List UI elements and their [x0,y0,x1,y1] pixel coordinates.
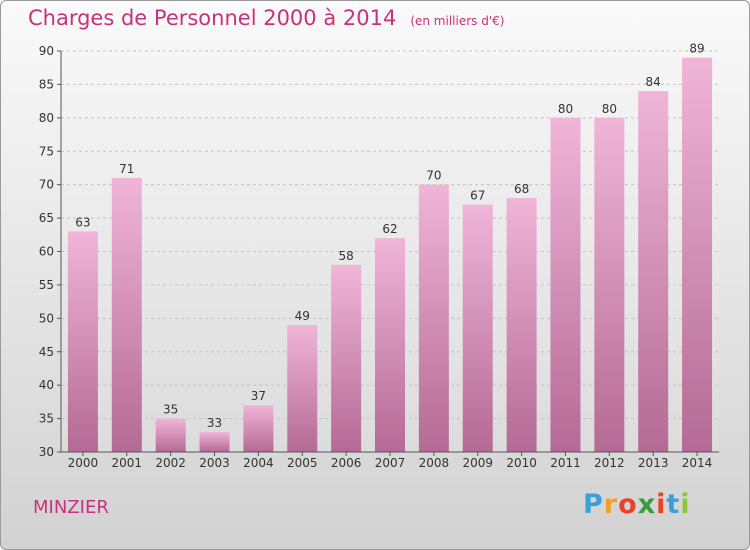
y-tick-label: 55 [39,278,54,292]
x-tick-label: 2000 [68,456,99,470]
chart-subtitle: (en milliers d'€) [410,14,505,28]
y-tick-label: 35 [39,412,54,426]
y-tick-label: 30 [39,445,54,459]
bar-value-label: 63 [75,215,90,229]
bar [375,238,405,452]
x-tick-label: 2003 [199,456,230,470]
y-tick-label: 40 [39,378,54,392]
bar-value-label: 35 [163,403,178,417]
logo-letter: P [583,489,604,520]
x-tick-label: 2001 [112,456,143,470]
logo-letter: i [656,489,667,520]
y-tick-label: 75 [39,144,54,158]
bar-value-label: 67 [470,189,485,203]
y-tick-label: 80 [39,111,54,125]
bar [155,418,186,452]
bar-value-label: 37 [251,389,266,403]
y-tick-label: 65 [39,211,54,225]
y-tick-label: 45 [39,345,54,359]
x-tick-label: 2011 [550,456,581,470]
x-tick-label: 2002 [155,456,186,470]
bar [67,231,98,452]
x-tick-label: 2012 [594,456,625,470]
x-tick-label: 2008 [419,456,450,470]
bar-value-label: 33 [207,416,222,430]
x-tick-label: 2005 [287,456,318,470]
bar [331,264,362,452]
logo-letter: t [666,489,681,520]
y-tick-label: 70 [39,178,54,192]
y-tick-label: 85 [39,77,54,91]
proxiti-logo: Proxiti [583,489,691,520]
bar-value-label: 84 [646,75,661,89]
x-tick-label: 2010 [506,456,537,470]
bar-value-label: 58 [338,249,353,263]
logo-letter: i [680,489,691,520]
bar [550,117,581,452]
bar-value-label: 62 [382,222,397,236]
x-tick-label: 2004 [243,456,274,470]
bar-value-label: 71 [119,162,134,176]
bar-value-label: 80 [558,102,573,116]
commune-name: MINZIER [33,497,109,518]
logo-letter: r [603,489,619,520]
x-tick-label: 2013 [638,456,669,470]
chart-title: Charges de Personnel 2000 à 2014 (en mill… [28,6,504,30]
x-tick-label: 2009 [462,456,493,470]
bar-value-label: 70 [426,169,441,183]
bar [111,177,142,452]
x-tick-label: 2007 [375,456,406,470]
bar-value-label: 80 [602,102,617,116]
x-tick-label: 2014 [682,456,713,470]
bar [287,325,318,452]
bar [418,184,449,452]
x-tick-label: 2006 [331,456,362,470]
bar [243,405,274,452]
chart-title-text: Charges de Personnel 2000 à 2014 [28,6,397,30]
logo-letter: o [618,489,638,520]
logo-letter: x [637,489,657,520]
y-tick-label: 60 [39,245,54,259]
bar-value-label: 68 [514,182,529,196]
bar [682,57,713,452]
bar [506,198,537,452]
bar [199,431,230,452]
bar [638,91,669,452]
bar [594,117,625,452]
y-tick-label: 90 [39,44,54,58]
bar-value-label: 49 [295,309,310,323]
bar [462,204,493,452]
y-tick-label: 50 [39,311,54,325]
bar-value-label: 89 [689,42,704,56]
